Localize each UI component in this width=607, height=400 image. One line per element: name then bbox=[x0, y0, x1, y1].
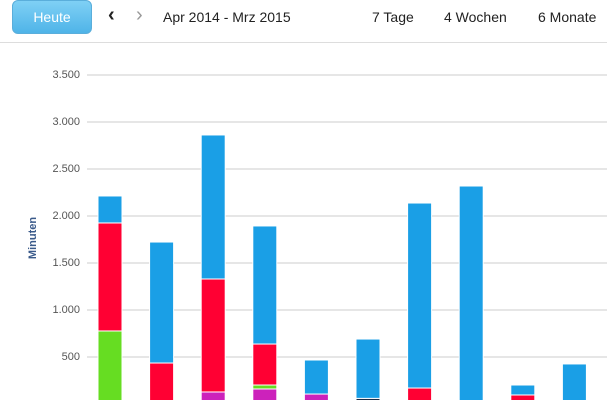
bar-segment bbox=[303, 393, 329, 400]
y-tick-label: 1.000 bbox=[52, 304, 80, 316]
date-range: Apr 2014 - Mrz 2015 bbox=[163, 9, 291, 25]
bar-segment bbox=[149, 241, 175, 364]
bar-segment bbox=[97, 195, 123, 224]
bar-segment bbox=[200, 391, 226, 400]
y-tick-label: 2.500 bbox=[52, 163, 80, 175]
y-axis-label: Minuten bbox=[27, 217, 39, 259]
view-button[interactable]: 4 Wochen bbox=[444, 9, 507, 25]
bar-segment bbox=[149, 362, 175, 400]
y-tick-label: 3.000 bbox=[52, 116, 80, 128]
bar-segment bbox=[252, 384, 278, 390]
bar-segment bbox=[200, 134, 226, 280]
toolbar: Heute ‹ › Apr 2014 - Mrz 2015 7 Tage 4 W… bbox=[0, 0, 607, 43]
bar-segment bbox=[510, 394, 536, 400]
bar-segment bbox=[252, 388, 278, 400]
bar-segment bbox=[407, 387, 433, 400]
bar-segment bbox=[303, 359, 329, 395]
view-button[interactable]: 7 Tage bbox=[372, 9, 414, 25]
view-button[interactable]: 6 Monate bbox=[538, 9, 597, 25]
bar-segment bbox=[561, 363, 587, 400]
chart: Minuten 500 1.000 1.500 2.000 2.500 3.000 3.50… bbox=[27, 69, 607, 400]
y-tick-label: 1.500 bbox=[52, 257, 80, 269]
y-tick-label: 3.500 bbox=[52, 69, 80, 81]
bar-segment bbox=[407, 202, 433, 389]
bar-segment bbox=[252, 343, 278, 386]
y-tick-label: 2.000 bbox=[52, 210, 80, 222]
prev-arrow[interactable]: ‹ bbox=[108, 4, 115, 26]
bar-segment bbox=[252, 225, 278, 345]
bar-segment bbox=[97, 222, 123, 332]
next-arrow[interactable]: › bbox=[136, 4, 143, 26]
y-tick-label: 500 bbox=[62, 351, 80, 363]
bar-segment bbox=[355, 338, 381, 399]
bar-segment bbox=[510, 384, 536, 396]
today-button[interactable]: Heute bbox=[12, 0, 92, 34]
bar-segment bbox=[200, 278, 226, 393]
bar-segment bbox=[458, 185, 484, 400]
bar-segment bbox=[97, 330, 123, 400]
